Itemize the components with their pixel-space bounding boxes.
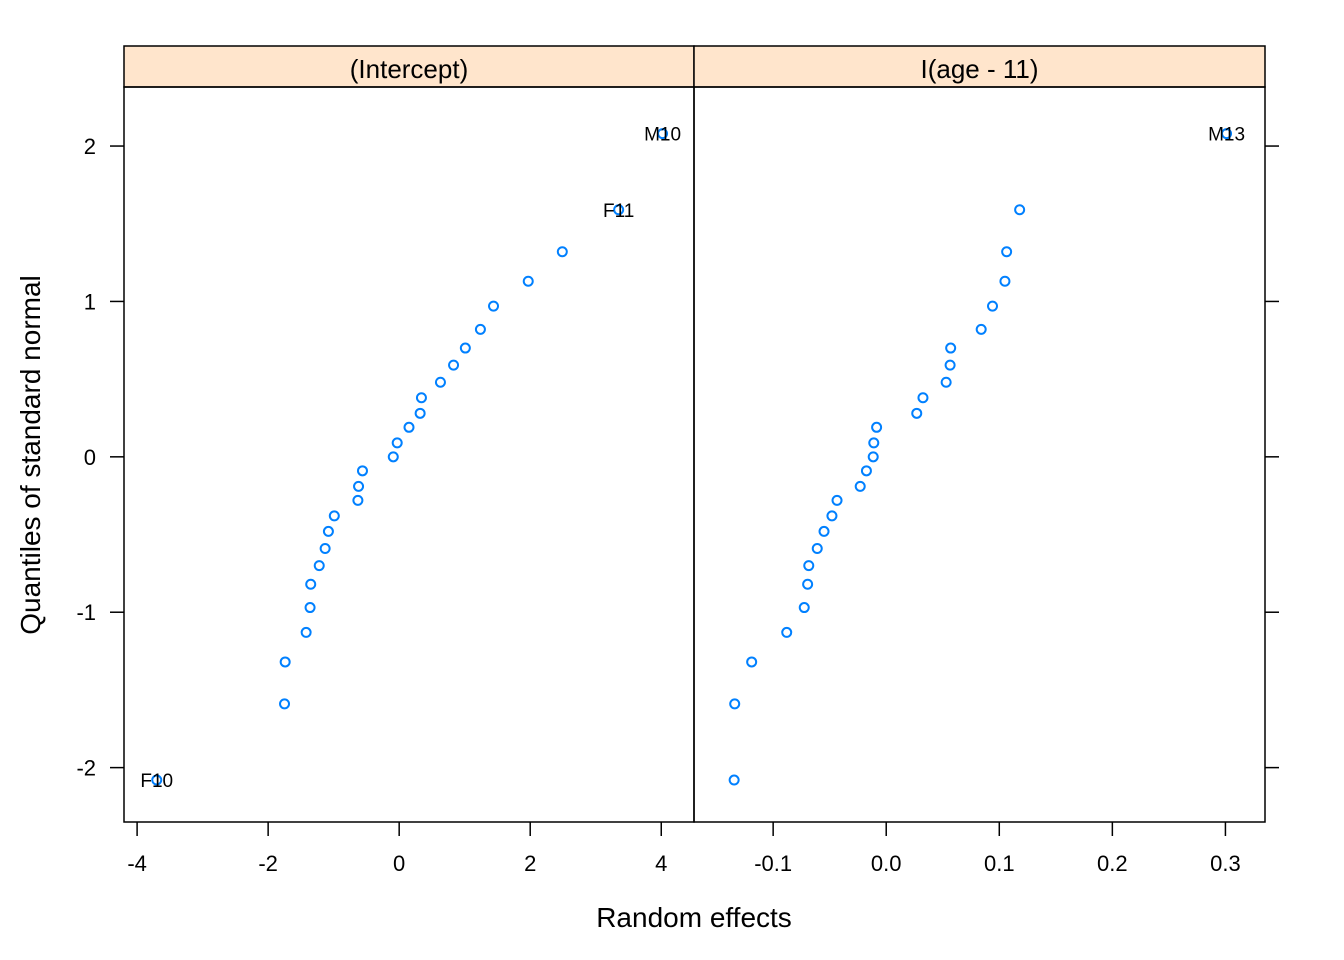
data-point [871,421,883,433]
data-point [322,525,334,537]
data-point [728,774,740,786]
x-tick-label: -0.1 [754,851,792,876]
data-point [854,480,866,492]
data-point [414,407,426,419]
data-point [556,246,568,258]
y-tick-label: 0 [84,445,96,470]
data-point [352,494,364,506]
data-point [279,656,291,668]
x-tick-label: 4 [655,851,667,876]
data-point [917,392,929,404]
data-point [313,560,325,572]
data-point [746,656,758,668]
data-point [868,437,880,449]
data-point [279,698,291,710]
data-point [613,204,625,216]
data-point [999,275,1011,287]
data-point [1221,128,1233,140]
data-point [387,451,399,463]
panel-strip [123,45,695,88]
data-point [448,359,460,371]
data-point [304,602,316,614]
point-label: F11 [603,201,634,222]
data-point [319,543,331,555]
data-point [945,342,957,354]
data-point [911,407,923,419]
data-point [975,323,987,335]
data-point [151,774,163,786]
y-axis-title: Quantiles of standard normal [15,275,46,635]
data-point [729,698,741,710]
data-point [940,376,952,388]
y-tick-label: 2 [84,134,96,159]
data-point [1014,204,1026,216]
data-point [811,543,823,555]
data-point [657,128,669,140]
data-point [328,510,340,522]
data-point [403,421,415,433]
data-point [802,578,814,590]
data-point [356,465,368,477]
panel-frame [693,86,1266,823]
data-point [818,525,830,537]
x-tick-label: 0.0 [871,851,902,876]
x-tick-label: 0.3 [1210,851,1241,876]
y-tick-label: -1 [76,600,96,625]
data-point [488,300,500,312]
data-point [353,480,365,492]
data-point [798,602,810,614]
panel-strip-label: (Intercept) [350,54,469,84]
x-tick-label: -4 [127,851,147,876]
x-tick-label: -2 [258,851,278,876]
x-tick-label: 0.1 [984,851,1015,876]
data-point [1001,246,1013,258]
data-point [391,437,403,449]
data-point [300,626,312,638]
panel-frame [123,86,695,823]
data-point [860,465,872,477]
data-point [944,359,956,371]
data-point [781,626,793,638]
data-point [434,376,446,388]
x-tick-label: 0 [393,851,405,876]
point-label: M10 [644,125,681,146]
point-label: M13 [1208,125,1245,146]
data-point [803,560,815,572]
data-point [415,392,427,404]
data-point [522,275,534,287]
data-point [987,300,999,312]
point-label: F10 [140,771,173,792]
y-tick-label: 1 [84,289,96,314]
data-point [826,510,838,522]
data-point [474,323,486,335]
x-tick-label: 2 [524,851,536,876]
panel-strip-label: I(age - 11) [920,54,1038,84]
data-point [459,342,471,354]
data-point [305,578,317,590]
x-axis-title: Random effects [596,902,792,933]
x-tick-label: 0.2 [1097,851,1128,876]
y-tick-label: -2 [76,756,96,781]
data-point [867,451,879,463]
data-point [831,494,843,506]
